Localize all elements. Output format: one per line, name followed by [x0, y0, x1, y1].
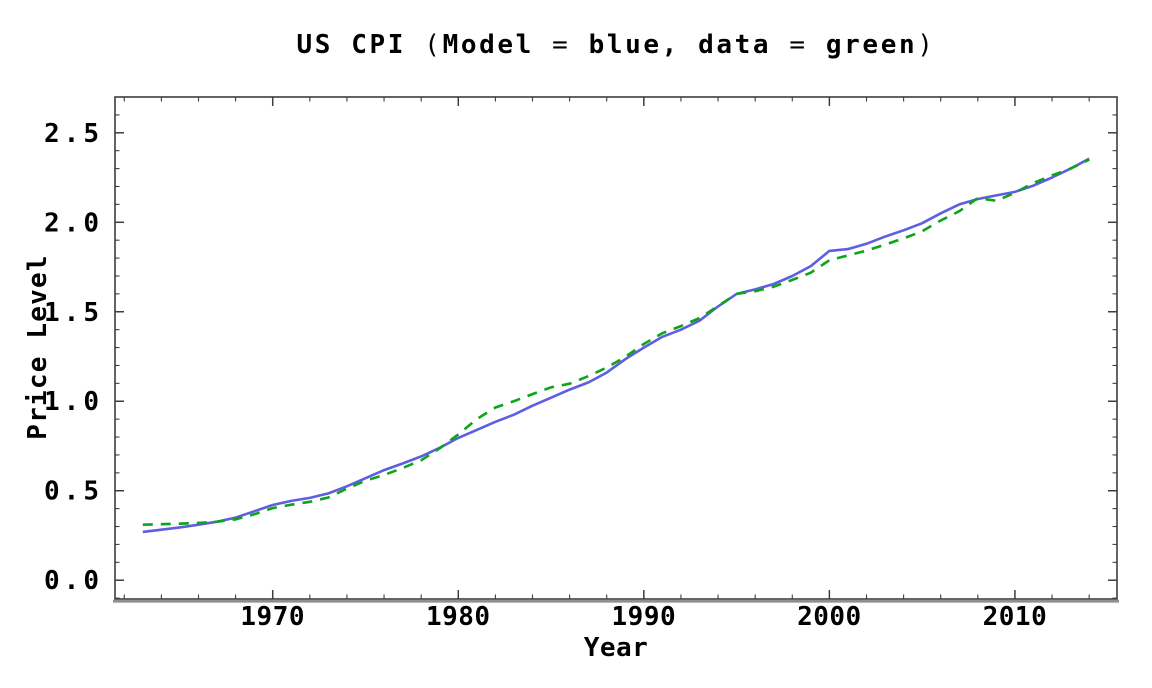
y-tick-label: 1.0 — [44, 387, 103, 417]
title-segment: ) — [917, 30, 936, 60]
y-tick-label: 0.5 — [44, 477, 103, 507]
model-line — [142, 157, 1090, 534]
title-segment: = — [789, 30, 826, 60]
x-tick-label: 2000 — [797, 602, 862, 632]
title-segment: green — [825, 30, 918, 60]
y-axis-label: Price Level — [23, 254, 53, 440]
title-segment: = — [552, 30, 589, 60]
title-segment: Model — [442, 30, 553, 60]
x-tick-label: 2010 — [983, 602, 1048, 632]
y-tick-label: 1.5 — [44, 298, 103, 328]
title-segment: blue, data — [588, 30, 790, 60]
y-tick-label: 2.0 — [44, 208, 103, 238]
x-tick-label: 1990 — [612, 602, 677, 632]
chart-title: US CPI (Model = blue, data = green) — [297, 30, 936, 60]
y-tick-label: 0.0 — [44, 566, 103, 596]
y-tick-label: 2.5 — [44, 119, 103, 149]
x-axis-label: Year — [583, 633, 649, 663]
title-segment: ( — [424, 30, 443, 60]
x-tick-label: 1970 — [240, 602, 305, 632]
plot-frame — [114, 96, 1118, 600]
title-segment: US CPI — [296, 30, 425, 60]
data-line — [142, 158, 1090, 526]
x-tick-label: 1980 — [426, 602, 491, 632]
